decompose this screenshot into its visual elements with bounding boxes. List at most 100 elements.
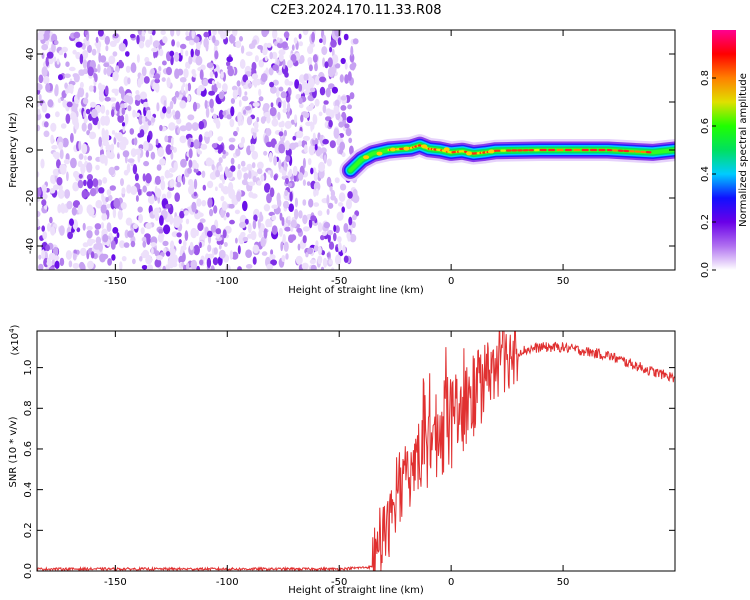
noise-speckle [179, 135, 187, 144]
noise-speckle [81, 143, 88, 155]
noise-speckle [151, 247, 154, 255]
noise-speckle [222, 149, 226, 155]
noise-speckle [252, 256, 257, 265]
snr-line-layer [37, 331, 675, 571]
noise-speckle [310, 167, 314, 175]
noise-speckle [141, 116, 146, 124]
noise-speckle [210, 265, 215, 270]
noise-speckle [237, 111, 243, 123]
noise-speckle [322, 138, 329, 145]
noise-speckle [288, 234, 294, 243]
noise-speckle [138, 213, 144, 224]
noise-speckle [38, 263, 44, 270]
noise-speckle [325, 116, 332, 122]
noise-speckle [162, 60, 167, 66]
noise-speckle [233, 130, 238, 137]
noise-speckle [133, 137, 138, 146]
noise-speckle [334, 30, 342, 38]
noise-speckle [276, 37, 281, 42]
noise-speckle [119, 140, 127, 151]
noise-speckle [218, 144, 224, 153]
noise-speckle [100, 222, 105, 229]
noise-speckle [231, 251, 239, 260]
noise-speckle [239, 36, 243, 42]
noise-speckle [205, 107, 210, 118]
noise-speckle [86, 178, 94, 189]
noise-speckle [244, 91, 248, 96]
noise-speckle [45, 244, 50, 252]
noise-speckle [121, 107, 126, 115]
noise-speckle [81, 189, 88, 199]
noise-speckle [267, 170, 271, 175]
noise-speckle [222, 229, 227, 239]
noise-speckle [150, 242, 157, 247]
noise-speckle [116, 141, 120, 148]
noise-speckle [119, 240, 125, 249]
colorbar-tick-label: 0.6 [700, 118, 711, 134]
noise-speckle [158, 228, 164, 234]
noise-speckle [333, 105, 340, 115]
noise-speckle [272, 64, 279, 71]
noise-speckle [50, 122, 57, 132]
noise-speckle [79, 81, 84, 89]
noise-speckle [162, 106, 167, 114]
noise-speckle [278, 86, 284, 92]
noise-speckle [51, 42, 56, 53]
noise-speckle [220, 71, 224, 79]
noise-speckle [334, 63, 341, 69]
noise-speckle [57, 203, 62, 214]
noise-speckle [143, 76, 150, 84]
noise-speckle [338, 121, 345, 128]
noise-speckle [59, 225, 65, 236]
noise-speckle [78, 153, 84, 160]
colorbar-tick-label: 0.0 [700, 262, 711, 278]
noise-speckle [207, 197, 213, 208]
noise-speckle [232, 30, 238, 37]
noise-speckle [323, 221, 331, 229]
noise-speckle [139, 91, 147, 100]
noise-speckle [132, 223, 138, 230]
noise-speckle [200, 64, 206, 71]
noise-speckle [253, 214, 258, 222]
noise-speckle [272, 30, 278, 40]
colorbar-ticks: 0.0 0.2 0.4 0.6 0.8 [700, 70, 716, 278]
noise-speckle [187, 167, 192, 174]
noise-speckle [179, 125, 187, 132]
noise-speckle [283, 200, 290, 209]
noise-speckle [55, 111, 60, 118]
noise-speckle [64, 73, 71, 79]
noise-speckle [106, 189, 112, 196]
noise-speckle [196, 212, 204, 218]
noise-speckle [326, 194, 330, 206]
noise-speckle [285, 177, 289, 185]
noise-speckle [75, 51, 81, 60]
spectrogram-panel: -150 -100 -50 0 50 -40 -20 0 20 40 Height of str… [8, 29, 676, 296]
noise-speckle [242, 236, 249, 242]
noise-speckle [262, 47, 268, 56]
noise-speckle [324, 61, 329, 69]
noise-speckle [134, 173, 139, 182]
noise-speckle [169, 167, 176, 173]
noise-speckle [287, 81, 294, 86]
noise-speckle [271, 225, 278, 235]
noise-speckle [169, 178, 175, 188]
noise-speckle [101, 213, 108, 221]
noise-speckle [212, 113, 217, 120]
noise-speckle [90, 251, 95, 259]
noise-speckle [252, 102, 260, 107]
noise-speckle [182, 252, 186, 262]
noise-speckle [186, 262, 190, 270]
noise-speckle [193, 178, 198, 190]
noise-speckle [60, 123, 67, 129]
noise-speckle [49, 188, 56, 194]
noise-speckle [263, 103, 270, 110]
noise-speckle [298, 41, 303, 47]
noise-speckle [162, 265, 166, 270]
colorbar-label: Normalized spectral amplitude [738, 73, 749, 227]
noise-speckle [350, 45, 354, 57]
snr-panel: -150 -100 -50 0 50 0.0 0.2 0.4 0.6 0.8 1.0 Height… [8, 324, 676, 596]
noise-speckle [68, 260, 73, 268]
noise-speckle [302, 135, 311, 141]
noise-speckle [266, 115, 271, 124]
noise-speckle [61, 46, 68, 53]
